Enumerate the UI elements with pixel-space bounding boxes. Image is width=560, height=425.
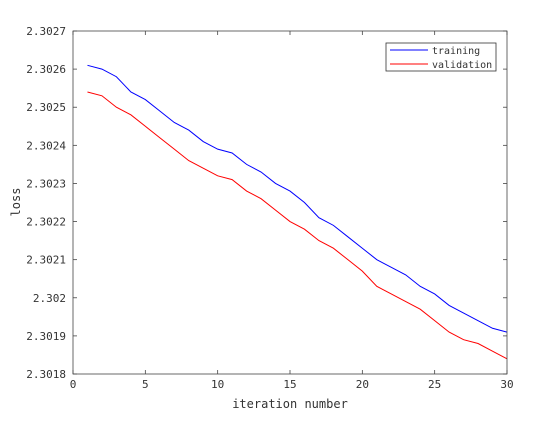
legend: training validation <box>385 42 497 72</box>
series-line-training <box>87 64 508 333</box>
x-tick-label: 30 <box>500 378 513 391</box>
legend-label-training: training <box>432 46 480 57</box>
y-tick-label: 2.3027 <box>26 25 66 38</box>
series-layer <box>87 64 508 360</box>
y-tick-label: 2.302 <box>33 292 66 305</box>
y-tick-label: 2.3026 <box>26 63 66 76</box>
series-line-validation <box>87 91 508 360</box>
plot-area <box>73 31 507 374</box>
y-axis-title: loss <box>9 188 23 217</box>
y-tick-label: 2.3023 <box>26 177 66 190</box>
x-axis-title: iteration number <box>232 397 348 411</box>
y-tick-label: 2.3019 <box>26 330 66 343</box>
x-tick-label: 15 <box>283 378 296 391</box>
x-tick-label: 20 <box>356 378 369 391</box>
y-tick-label: 2.3025 <box>26 101 66 114</box>
y-tick-label: 2.3024 <box>26 139 66 152</box>
x-tick-label: 5 <box>142 378 149 391</box>
y-tick-label: 2.3021 <box>26 254 66 267</box>
ticks-layer: 0 5 10 15 20 25 30 2.3018 2.3019 2.302 2.3021 2.302… <box>26 25 513 391</box>
x-tick-label: 0 <box>70 378 77 391</box>
x-tick-label: 25 <box>428 378 441 391</box>
legend-label-validation: validation <box>432 60 492 71</box>
plot-frame <box>72 30 508 375</box>
y-tick-label: 2.3018 <box>26 368 66 381</box>
x-tick-label: 10 <box>211 378 224 391</box>
legend-box <box>385 42 497 72</box>
y-tick-label: 2.3022 <box>26 216 66 229</box>
